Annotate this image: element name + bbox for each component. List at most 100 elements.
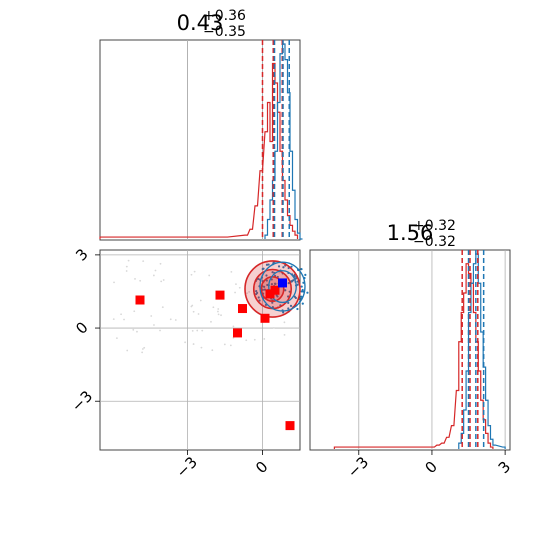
sample-dot: [300, 295, 303, 298]
sample-dot: [139, 279, 142, 282]
marker-red_marker: [270, 285, 280, 295]
sample-dot: [187, 300, 189, 303]
sample-dot: [300, 268, 303, 271]
sample-dot: [271, 305, 274, 309]
sample-dot: [160, 280, 163, 283]
sample-dot: [211, 349, 214, 352]
sample-dot: [253, 338, 256, 341]
sample-dot: [284, 289, 287, 292]
sample-dot: [169, 318, 172, 321]
sample-dot: [306, 291, 309, 294]
sample-dot: [245, 339, 248, 342]
sample-dot: [190, 305, 193, 308]
y-tick-label: 0: [72, 318, 91, 337]
sample-dot: [257, 296, 260, 299]
sample-dot: [190, 273, 193, 276]
sample-dot: [150, 315, 153, 317]
sample-dot: [153, 324, 155, 326]
sample-dot: [161, 306, 164, 309]
sample-dot: [212, 306, 215, 309]
sample-dot: [282, 311, 285, 314]
sample-dot: [270, 283, 274, 286]
sample-dot: [220, 314, 222, 317]
sample-dot: [261, 288, 264, 292]
x-tick-label: 0: [422, 458, 441, 477]
sample-dot: [292, 279, 295, 282]
sample-dot: [120, 313, 122, 316]
title-lower: −0.35: [203, 24, 246, 40]
sample-dot: [287, 281, 290, 285]
x-tick-label: −3: [344, 453, 372, 481]
marker-red_marker: [285, 421, 295, 431]
panel-bottom-left-scatter: −3 0 3 0 −3: [68, 245, 309, 481]
sample-dot: [229, 344, 232, 347]
sample-dot: [133, 310, 136, 313]
sample-dot: [296, 307, 299, 311]
marker-blue_marker: [278, 278, 287, 288]
sample-dot: [126, 349, 129, 352]
marker-red_marker: [238, 304, 247, 314]
sample-dot: [270, 278, 273, 281]
sample-dot: [132, 328, 135, 331]
sample-dot: [271, 271, 274, 274]
sample-dot: [300, 285, 303, 288]
sample-dot: [263, 338, 266, 340]
sample-dot: [265, 274, 268, 277]
sample-dot: [154, 269, 157, 272]
title-median: 1.56: [387, 221, 434, 245]
sample-dot: [230, 270, 233, 273]
sample-dot: [287, 295, 290, 298]
sample-dot: [304, 273, 307, 276]
x-tick-label: 3: [495, 458, 514, 477]
sample-dot: [123, 318, 125, 321]
sample-dot: [255, 292, 258, 296]
sample-dot: [174, 319, 177, 321]
sample-dot: [232, 325, 235, 328]
panel-frame: [99, 249, 301, 451]
sample-dot: [263, 288, 267, 291]
sample-dot: [267, 263, 270, 266]
sample-dot: [201, 329, 204, 332]
sample-dot: [159, 329, 161, 332]
sample-dot: [258, 299, 261, 302]
sample-dot: [113, 281, 115, 284]
sample-dot: [127, 259, 130, 262]
sample-dot: [276, 295, 279, 298]
sample-dot: [184, 341, 187, 344]
panel-bottom-right-histogram: −3 0 3 1.56 +0.32 −0.32: [309, 218, 514, 481]
sample-dot: [262, 267, 265, 270]
sample-dot: [266, 283, 269, 287]
sample-dot: [263, 285, 266, 288]
panel-top-left-histogram: 0.43 +0.36 −0.35: [99, 8, 303, 241]
sample-dot: [192, 343, 195, 345]
sample-dot: [200, 346, 203, 349]
sample-dot: [255, 290, 258, 293]
sample-dot: [265, 279, 268, 282]
marker-red_marker: [233, 328, 242, 338]
sample-dot: [289, 304, 293, 308]
sample-dot: [282, 266, 285, 269]
sample-dot: [208, 274, 211, 277]
contour-blue: [268, 270, 297, 304]
title-median: 0.43: [177, 11, 224, 35]
sample-dot: [300, 290, 303, 293]
sample-dot: [293, 295, 296, 298]
sample-dot: [265, 263, 269, 266]
sample-dot: [193, 270, 196, 273]
sample-dot: [159, 262, 162, 265]
sample-dot: [238, 286, 241, 289]
marker-red_marker: [215, 290, 225, 300]
sample-dot: [136, 330, 138, 333]
sample-dot: [277, 265, 281, 268]
histogram-red: [99, 62, 299, 239]
histogram-red: [333, 263, 494, 449]
panel-frame: [99, 39, 301, 241]
sample-dot: [134, 278, 136, 280]
sample-dot: [287, 307, 290, 310]
sample-dot: [272, 327, 275, 329]
marker-red_marker: [135, 295, 145, 305]
contour-blue: [259, 261, 306, 312]
sample-dot: [302, 281, 305, 284]
sample-dot: [152, 274, 155, 277]
title-upper: +0.36: [203, 8, 246, 24]
